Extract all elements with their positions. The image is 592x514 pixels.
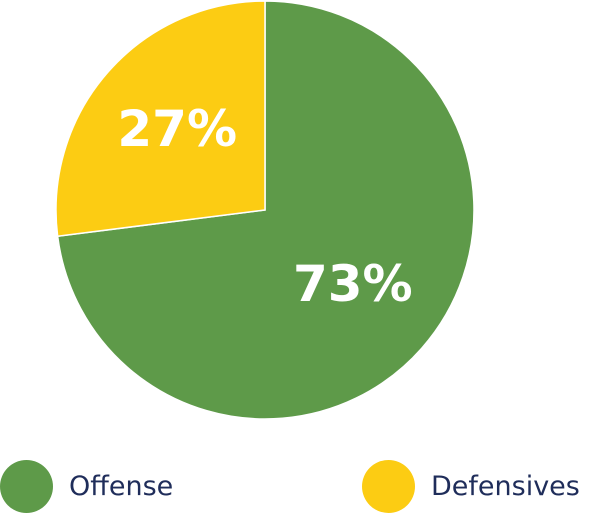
data-label-defensives: 27% bbox=[117, 100, 237, 158]
pie-slice-defensives bbox=[55, 0, 266, 238]
legend-item-offense: Offense bbox=[0, 459, 173, 513]
pie-slices bbox=[55, 0, 475, 420]
legend-label-offense: Offense bbox=[69, 470, 174, 502]
data-label-offense: 73% bbox=[293, 255, 413, 313]
legend-item-defensives: Defensives bbox=[362, 459, 580, 513]
legend-swatch-defensives bbox=[362, 459, 415, 513]
legend-swatch-offense bbox=[0, 459, 53, 513]
pie-slice-offense bbox=[56, 0, 475, 420]
pie-labels: 73% 27% bbox=[117, 100, 412, 313]
legend-label-defensives: Defensives bbox=[431, 470, 580, 502]
